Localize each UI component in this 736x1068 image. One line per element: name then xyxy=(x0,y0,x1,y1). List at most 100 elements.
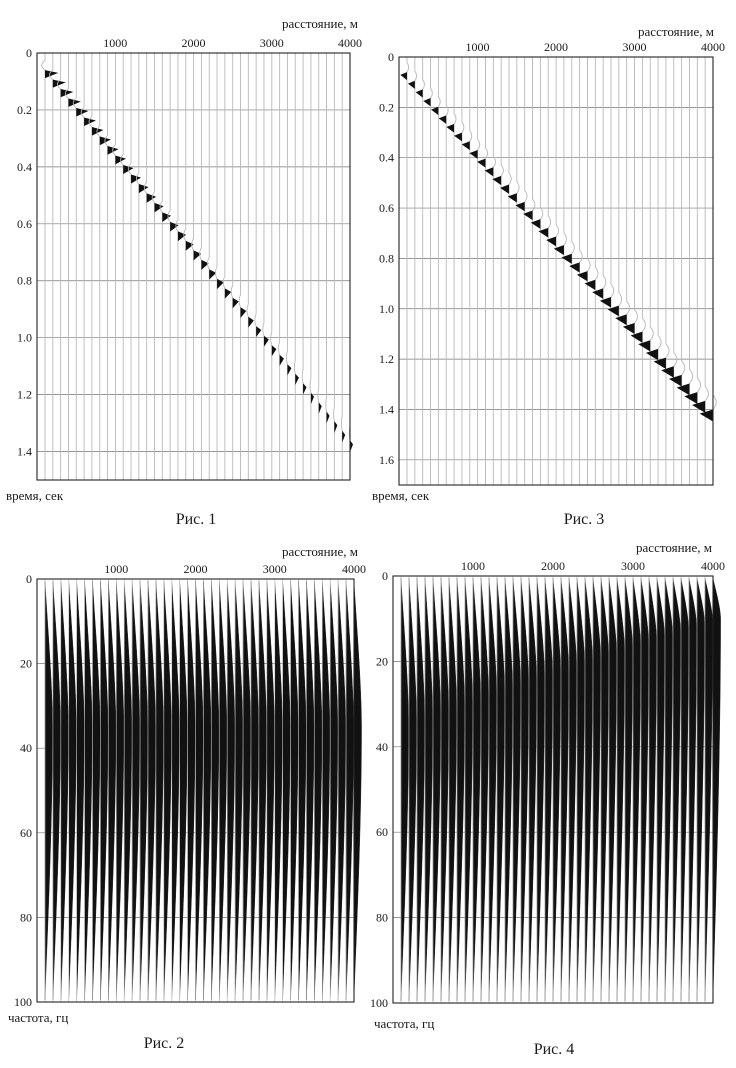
x-tick-label: 1000 xyxy=(461,559,485,573)
trace-wavelet xyxy=(263,335,269,347)
spectrum-trace xyxy=(680,577,689,1002)
spectrum-trace xyxy=(480,577,489,1002)
trace-line xyxy=(445,57,449,485)
spectrum-trace xyxy=(147,580,156,1001)
x-axis-title: расстояние, м xyxy=(282,16,358,31)
trace-wavelet xyxy=(538,227,549,238)
spectrum-trace xyxy=(124,580,132,1001)
trace-wavelet xyxy=(84,117,96,127)
y-axis-title: частота, гц xyxy=(8,1010,68,1025)
trace-wavelet xyxy=(515,201,525,212)
y-tick-label: 1.0 xyxy=(379,302,394,316)
trace-line xyxy=(430,57,433,485)
trace-wavelet xyxy=(653,357,666,369)
y-tick-label: 1.6 xyxy=(379,453,394,467)
spectrum-trace xyxy=(544,577,553,1002)
trace-line xyxy=(191,53,195,480)
trace-wavelet xyxy=(248,316,254,328)
trace-line xyxy=(175,53,179,480)
x-tick-label: 4000 xyxy=(701,40,725,54)
plot-frame xyxy=(398,56,714,486)
spectrum-trace xyxy=(227,580,235,1001)
y-tick-label: 20 xyxy=(376,654,388,668)
spectrum-trace xyxy=(76,580,85,1001)
trace-wavelet xyxy=(661,366,674,378)
trace-line xyxy=(563,57,567,485)
spectrum-trace xyxy=(440,577,449,1002)
y-axis-title: время, сек xyxy=(372,488,430,503)
trace-line xyxy=(696,57,702,485)
trace-line xyxy=(492,57,496,485)
trace-wavelet xyxy=(507,193,517,203)
trace-line xyxy=(657,57,662,485)
y-tick-label: 40 xyxy=(20,741,32,755)
trace-line xyxy=(555,57,560,485)
trace-line xyxy=(594,57,599,485)
spectrum-trace xyxy=(672,577,681,1002)
y-tick-label: 0.4 xyxy=(17,160,32,174)
trace-line xyxy=(214,53,218,480)
x-tick-label: 3000 xyxy=(621,559,645,573)
plot-area: 0 0.2 0.4 0.6 0.8 1.0 1.2 1.4 1000 2000 3000 4000 xyxy=(17,36,362,481)
trace-line xyxy=(532,57,536,485)
spectrum-trace xyxy=(704,577,713,1002)
spectrum-trace xyxy=(266,580,275,1001)
x-axis-title: расстояние, м xyxy=(282,544,358,559)
spectrum-trace xyxy=(608,577,617,1002)
trace-line xyxy=(587,57,591,485)
spectrum-trace xyxy=(68,580,77,1001)
spectrum-trace xyxy=(306,580,315,1001)
y-tick-label: 0.8 xyxy=(379,251,394,265)
spectrum-trace xyxy=(552,577,561,1002)
spectrum-trace xyxy=(274,580,283,1001)
trace-line xyxy=(477,57,481,485)
spectrum-trace xyxy=(632,577,641,1002)
x-tick-label: 1000 xyxy=(103,36,127,50)
trace-line xyxy=(64,53,69,480)
trace-wavelet xyxy=(630,331,643,343)
trace-wavelet xyxy=(326,411,330,424)
y-tick-label: 100 xyxy=(370,996,388,1010)
trace-line xyxy=(167,53,171,480)
y-tick-label: 100 xyxy=(14,995,32,1009)
trace-line xyxy=(610,57,615,485)
spectrum-trace xyxy=(568,577,577,1002)
trace-wavelet xyxy=(240,307,247,318)
y-tick-label: 0.2 xyxy=(379,100,394,114)
trace-line xyxy=(309,53,312,480)
trace-wavelet xyxy=(415,89,423,98)
y-tick-label: 60 xyxy=(376,825,388,839)
spectrum-trace xyxy=(408,577,417,1002)
trace-wavelet xyxy=(217,278,224,290)
spectrum-trace xyxy=(131,580,140,1001)
trace-line xyxy=(571,57,575,485)
trace-wavelet xyxy=(561,253,572,264)
spectrum-trace xyxy=(298,580,307,1001)
trace-wavelet xyxy=(645,348,659,361)
x-tick-label: 1000 xyxy=(104,562,128,576)
trace-wavelet xyxy=(201,259,209,270)
spectrum-trace xyxy=(139,580,148,1001)
spectrum-trace xyxy=(640,577,649,1002)
trace-wavelet xyxy=(52,79,66,88)
trace-wavelet xyxy=(699,409,713,422)
x-tick-label: 1000 xyxy=(466,40,490,54)
spectrum-trace xyxy=(416,577,425,1002)
x-tick-label: 3000 xyxy=(623,40,647,54)
y-tick-label: 0 xyxy=(26,572,32,586)
trace-line xyxy=(49,53,54,480)
spectrum-trace xyxy=(258,580,267,1001)
trace-line xyxy=(199,53,202,480)
spectrum-trace xyxy=(163,580,172,1001)
trace-wavelet xyxy=(177,231,187,242)
trace-wavelet xyxy=(400,72,407,81)
spectrum-trace xyxy=(560,577,569,1002)
trace-wavelet xyxy=(469,149,478,159)
trace-line xyxy=(143,53,148,480)
spectrum-trace xyxy=(92,580,101,1001)
spectrum-trace xyxy=(696,577,705,1002)
trace-line xyxy=(508,57,512,485)
spectrum-trace xyxy=(171,580,180,1001)
trace-wavelet xyxy=(232,297,239,309)
y-tick-label: 1.4 xyxy=(379,402,394,416)
